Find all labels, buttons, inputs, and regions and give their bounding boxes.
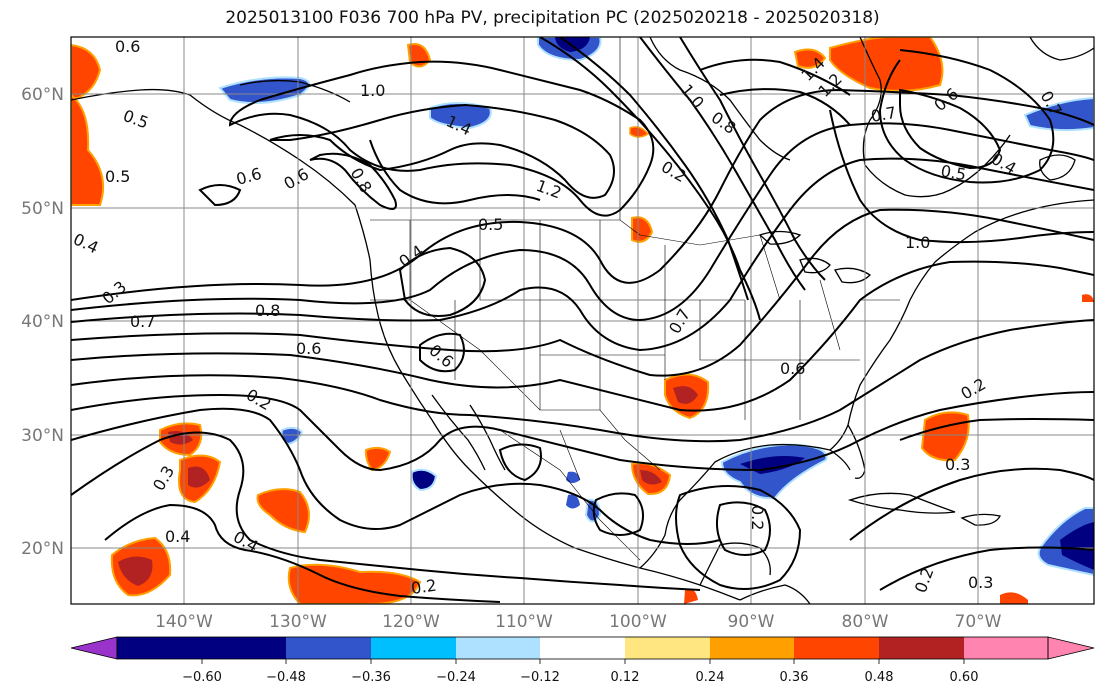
colorbar-extend-max (1047, 636, 1095, 660)
contour-label: 0.7 (869, 103, 897, 126)
lon-tick: 130°W (269, 612, 327, 632)
map-title: 2025013100 F036 700 hPa PV, precipitatio… (225, 8, 880, 28)
colorbar-segment (202, 637, 286, 659)
colorbar-segment (286, 637, 371, 659)
colorbar-tick: 0.48 (865, 670, 894, 685)
contour-label: 1.0 (905, 233, 930, 252)
contour-label: 0.7 (130, 312, 155, 331)
pv-contours (71, 37, 1094, 603)
colorbar-tick: −0.48 (266, 670, 306, 685)
colorbar-extend-min (70, 636, 118, 660)
contour-label: 0.8 (255, 301, 280, 320)
contour-label: 0.5 (105, 167, 130, 186)
lat-tick: 40°N (21, 312, 64, 332)
colorbar-tick: −0.24 (436, 670, 476, 685)
coastlines (71, 37, 1094, 604)
lat-tick: 60°N (21, 85, 64, 105)
colorbar-tick: −0.60 (182, 670, 222, 685)
lon-tick: 90°W (728, 612, 775, 632)
colorbar-tick: 0.60 (950, 670, 979, 685)
colorbar-tick: 0.24 (696, 670, 725, 685)
lat-tick: 50°N (21, 199, 64, 219)
contour-label: 0.5 (478, 215, 503, 234)
contour-label: 1.0 (360, 81, 385, 100)
colorbar-segment (710, 637, 794, 659)
colorbar-segment (964, 637, 1048, 659)
colorbar-segment (879, 637, 964, 659)
lon-tick: 100°W (609, 612, 667, 632)
colorbar: −0.60 −0.48 −0.36 −0.24 −0.12 0.12 0.24 … (70, 636, 1095, 685)
map-frame (70, 36, 1095, 605)
lon-tick: 70°W (955, 612, 1002, 632)
colorbar-tick: 0.36 (780, 670, 809, 685)
contour-label: 0.3 (945, 455, 970, 474)
contour-label: 0.6 (115, 37, 140, 56)
contour-label: 0.5 (939, 161, 967, 184)
colorbar-segment (794, 637, 879, 659)
contour-label: 0.2 (748, 505, 767, 530)
lon-tick: 120°W (382, 612, 440, 632)
colorbar-tick: −0.12 (520, 670, 560, 685)
colorbar-segment (456, 637, 540, 659)
colorbar-tick: −0.36 (351, 670, 391, 685)
contour-label: 0.6 (780, 359, 805, 378)
lat-tick: 30°N (21, 426, 64, 446)
contour-label: 0.3 (968, 573, 993, 592)
colorbar-segment (625, 637, 710, 659)
contour-label: 0.2 (410, 576, 438, 598)
lat-tick: 20°N (21, 539, 64, 559)
lat-tick-labels: 60°N 50°N 40°N 30°N 20°N (21, 85, 64, 559)
lon-tick: 110°W (495, 612, 553, 632)
colorbar-tick: 0.12 (611, 670, 640, 685)
contour-label: 0.6 (296, 339, 321, 358)
lon-tick-labels: 140°W 130°W 120°W 110°W 100°W 90°W 80°W … (155, 612, 1002, 632)
lon-tick: 140°W (155, 612, 213, 632)
colorbar-segment (371, 637, 456, 659)
contour-label: 0.4 (165, 527, 190, 546)
political-borders (370, 37, 900, 561)
colorbar-segment (117, 637, 202, 659)
colorbar-segment (540, 637, 625, 659)
lon-tick: 80°W (842, 612, 889, 632)
